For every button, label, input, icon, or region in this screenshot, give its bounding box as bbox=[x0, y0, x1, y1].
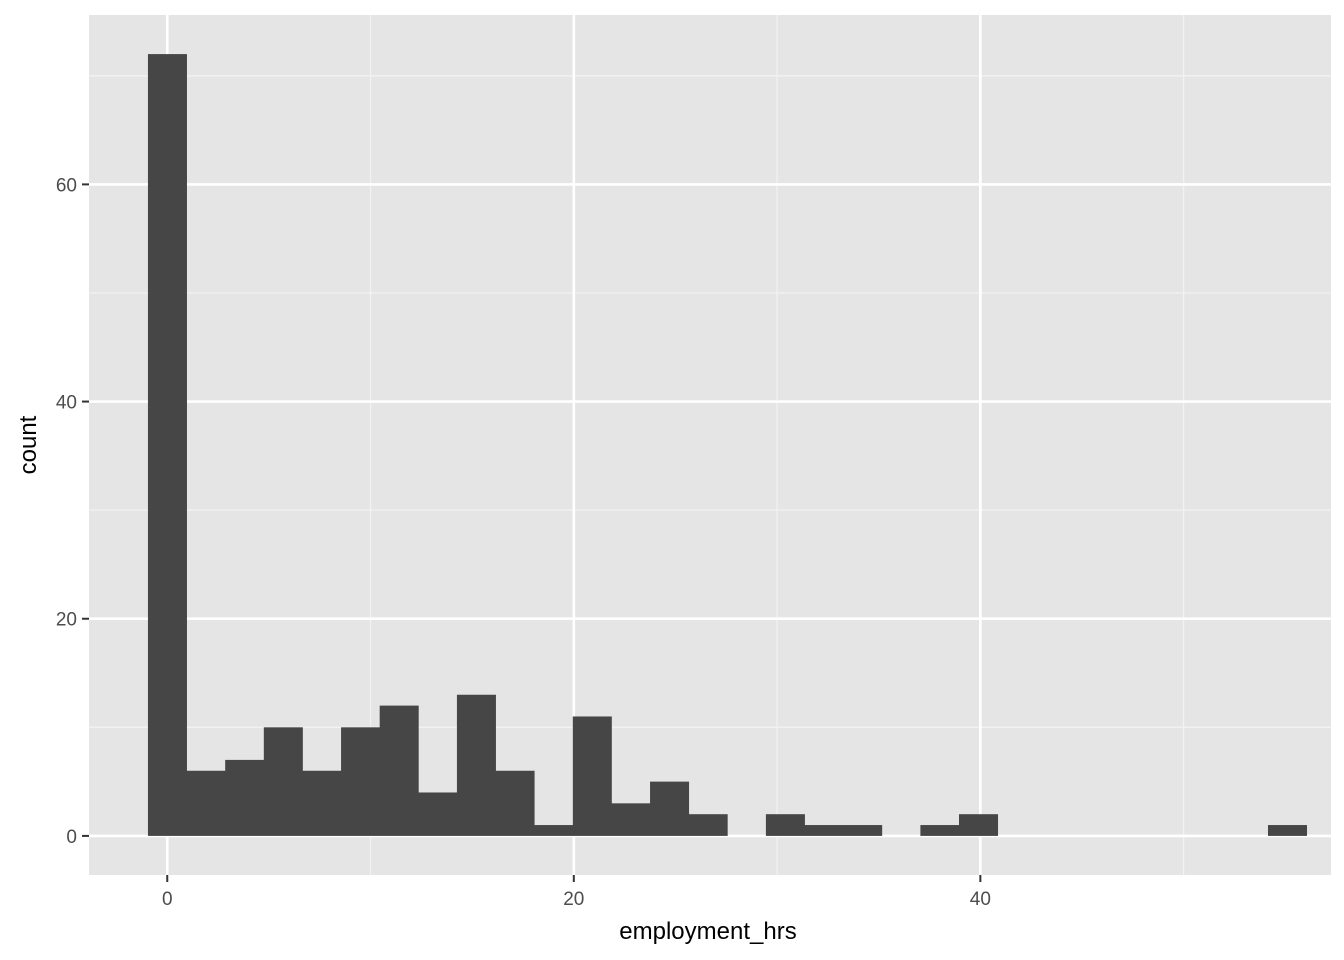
histogram-bar bbox=[765, 814, 805, 836]
histogram-bar bbox=[650, 781, 690, 836]
histogram-bar bbox=[379, 705, 419, 836]
x-axis-title: employment_hrs bbox=[619, 918, 796, 945]
histogram-bar bbox=[688, 814, 728, 836]
histogram-bar bbox=[920, 825, 960, 836]
histogram-bar bbox=[959, 814, 999, 836]
histogram-bar bbox=[302, 770, 342, 836]
y-tick-label: 40 bbox=[56, 393, 77, 414]
y-tick-label: 0 bbox=[66, 827, 77, 848]
histogram-bar bbox=[534, 825, 574, 836]
histogram-bar bbox=[225, 759, 265, 836]
histogram-bar bbox=[495, 770, 535, 836]
x-tick-label: 40 bbox=[970, 889, 991, 910]
x-tick-label: 20 bbox=[563, 889, 584, 910]
x-tick-label: 0 bbox=[162, 889, 173, 910]
histogram-bar bbox=[186, 770, 226, 836]
histogram-bar bbox=[1267, 825, 1308, 836]
y-axis-ticks: 0 20 40 60 bbox=[56, 175, 89, 848]
histogram-bar bbox=[418, 792, 458, 836]
histogram-bar bbox=[147, 54, 187, 836]
histogram-bar bbox=[804, 825, 844, 836]
y-axis-title: count bbox=[15, 415, 42, 474]
y-tick-label: 60 bbox=[56, 175, 77, 196]
histogram-bar bbox=[843, 825, 883, 836]
histogram-bars bbox=[147, 54, 1308, 836]
histogram-bar bbox=[456, 694, 496, 836]
histogram-bar bbox=[611, 803, 651, 836]
histogram-bar bbox=[572, 716, 612, 836]
y-tick-label: 20 bbox=[56, 610, 77, 631]
x-axis-ticks: 0 20 40 bbox=[162, 875, 991, 910]
histogram-bar bbox=[263, 727, 303, 836]
histogram-bar bbox=[341, 727, 381, 836]
